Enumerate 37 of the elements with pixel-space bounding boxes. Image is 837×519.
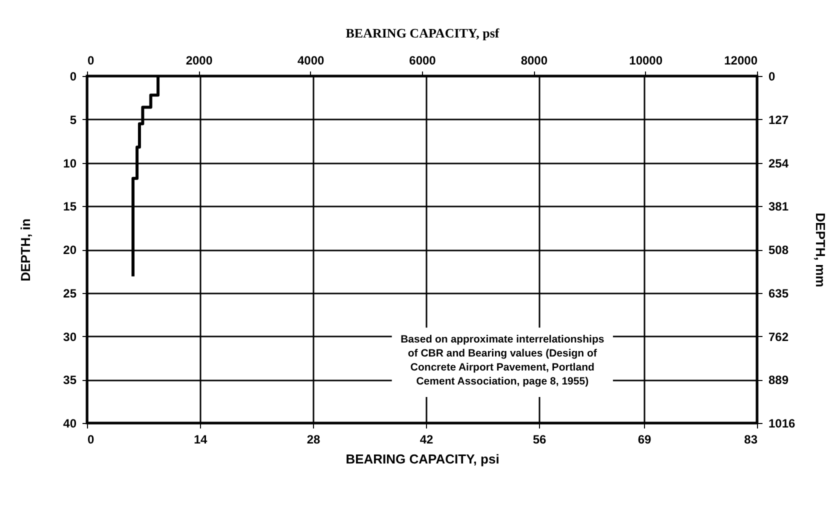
y-tick-label: 25 bbox=[63, 286, 77, 300]
y2-tick-label: 127 bbox=[768, 112, 789, 127]
y2-tick-label: 1016 bbox=[768, 416, 796, 430]
x2-tick-label: 4000 bbox=[297, 54, 325, 68]
x-tick-label: 83 bbox=[744, 432, 758, 446]
x2-axis-title: BEARING CAPACITY, psf bbox=[346, 26, 500, 40]
x-axis-title: BEARING CAPACITY, psi bbox=[346, 452, 500, 466]
x2-tick-label: 2000 bbox=[186, 54, 213, 68]
y2-tick-label: 508 bbox=[768, 243, 789, 257]
x2-tick-label: 12000 bbox=[724, 54, 758, 68]
y2-tick-label: 762 bbox=[768, 330, 789, 344]
y-tick-label: 0 bbox=[70, 70, 77, 84]
y2-tick-label: 889 bbox=[768, 373, 789, 388]
y2-tick-label: 381 bbox=[768, 200, 789, 214]
y2-tick-label: 254 bbox=[768, 156, 789, 170]
x2-tick-label: 0 bbox=[88, 54, 94, 68]
y2-tick-label: 635 bbox=[768, 286, 789, 300]
x-tick-label: 0 bbox=[88, 432, 94, 446]
x-tick-label: 56 bbox=[532, 432, 547, 446]
y-tick-label: 20 bbox=[63, 243, 77, 257]
y-tick-label: 30 bbox=[63, 330, 77, 344]
y2-axis-title: DEPTH, mm bbox=[813, 212, 828, 288]
y-tick-label: 5 bbox=[70, 112, 77, 127]
x2-tick-label: 10000 bbox=[629, 54, 663, 68]
y-tick-label: 10 bbox=[63, 156, 77, 170]
x2-tick-label: 8000 bbox=[520, 54, 548, 68]
x2-tick-label: 6000 bbox=[409, 54, 436, 68]
x-tick-label: 14 bbox=[194, 432, 208, 446]
x-tick-label: 28 bbox=[306, 432, 321, 446]
x-tick-label: 69 bbox=[638, 432, 652, 446]
y-axis-title: DEPTH, in bbox=[18, 218, 34, 282]
x-tick-label: 42 bbox=[420, 432, 434, 446]
y2-tick-label: 0 bbox=[768, 70, 776, 84]
y-tick-label: 35 bbox=[63, 373, 77, 388]
y-tick-label: 40 bbox=[63, 416, 77, 430]
y-tick-label: 15 bbox=[63, 200, 77, 214]
annotation: Based on approximate interrelationships of CBR and Bearing values (Design of Concrete Airport Pavement, Portland Cement Association, page 8, 1955) bbox=[400, 334, 604, 388]
